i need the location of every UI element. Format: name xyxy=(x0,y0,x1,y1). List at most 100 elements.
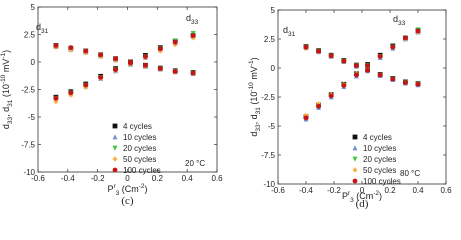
point xyxy=(113,67,118,73)
y-axis-label: d33, d31 (10-10 mV-1) xyxy=(248,57,262,136)
panel: -0.6 -0.4 -0.2 0 0.2 0.4 0.6 5 2.5 0 -2.5 -5 -7.5 -10… xyxy=(0,3,223,207)
legend-label: 50 cycles xyxy=(123,155,156,164)
point xyxy=(390,44,396,50)
y-tick-label: -10 xyxy=(23,168,35,177)
point xyxy=(98,52,104,58)
x-tick-label: -0.4 xyxy=(61,174,75,183)
y-axis-label-part: -10 xyxy=(248,82,255,92)
y-tick-label: -7.5 xyxy=(261,151,275,160)
x-tick-label: 0.4 xyxy=(412,186,424,195)
point xyxy=(98,75,104,80)
point xyxy=(172,39,178,45)
x-tick-label: -0.2 xyxy=(91,174,105,183)
y-axis-label-part: , d xyxy=(249,114,259,124)
y-tick-label: 5 xyxy=(271,6,276,15)
legend-marker xyxy=(112,145,118,151)
y-axis-label-part: mV xyxy=(249,66,259,82)
x-axis-label: Pr3 (Cm-2) xyxy=(107,183,147,197)
point xyxy=(53,43,59,48)
point xyxy=(68,45,74,51)
y-tick-label: 2.5 xyxy=(264,35,276,44)
y-axis-label-part: -1 xyxy=(0,53,7,59)
point xyxy=(157,46,163,52)
x-axis-label-part: 3 xyxy=(350,197,354,204)
x-axis-label-part: ) xyxy=(145,184,148,194)
point xyxy=(415,28,421,34)
legend-label: 20 cycles xyxy=(123,144,156,153)
y-axis-label-part: ) xyxy=(249,57,259,60)
x-axis-label-part: ) xyxy=(379,191,382,201)
annotation-part: 33 xyxy=(398,20,406,27)
x-axis-label-part: (Cm xyxy=(119,184,139,194)
x-axis-label: Pr3 (Cm-2) xyxy=(342,190,382,204)
point xyxy=(328,93,334,99)
x-tick-label: 0 xyxy=(360,186,365,195)
legend-marker xyxy=(352,134,358,140)
point xyxy=(316,48,321,54)
y-axis-label-part: 33 xyxy=(255,124,262,132)
y-tick-label: -7.5 xyxy=(21,141,35,150)
caption: (d) xyxy=(356,198,369,210)
legend-label: 10 cycles xyxy=(123,133,156,142)
x-tick-label: 0 xyxy=(125,174,130,183)
x-tick-label: 0.4 xyxy=(182,174,194,183)
x-tick-label: -0.2 xyxy=(327,186,341,195)
plot-frame xyxy=(277,9,447,185)
point xyxy=(53,95,59,101)
annotation-part: 31 xyxy=(288,31,296,38)
temperature: 80 °C xyxy=(400,169,420,178)
legend-marker xyxy=(112,167,118,173)
x-axis-label-part: P xyxy=(107,184,113,194)
point xyxy=(403,35,408,41)
point xyxy=(415,81,421,87)
x-axis-label-part: r xyxy=(113,183,116,190)
point xyxy=(68,90,74,96)
panel: -0.6 -0.4 -0.2 0 0.2 0.4 0.6 5 2.5 0 -2.5 -5 -7.5 -10… xyxy=(248,6,452,210)
y-tick-label: 0 xyxy=(271,64,276,73)
point xyxy=(303,44,309,50)
annotation: d31 xyxy=(283,25,296,38)
x-axis-label-part: r xyxy=(348,190,351,197)
point xyxy=(143,62,148,68)
figure: -0.6 -0.4 -0.2 0 0.2 0.4 0.652.50-2.5-5-7.5-10… xyxy=(0,3,452,210)
x-axis-label-part: (Cm xyxy=(354,191,374,201)
legend-label: 100 cycles xyxy=(363,177,401,186)
point xyxy=(354,63,359,69)
point xyxy=(365,67,370,73)
y-tick-label: -2.5 xyxy=(261,93,275,102)
point xyxy=(83,82,89,88)
y-axis-label-part: (10 xyxy=(249,92,259,108)
x-tick-label: 0.2 xyxy=(384,186,396,195)
x-axis-label-part: -2 xyxy=(373,190,379,197)
x-axis-label-part: -2 xyxy=(139,183,145,190)
y-axis-label-part: d xyxy=(1,124,11,129)
y-tick-label: 5 xyxy=(31,3,36,12)
point xyxy=(403,80,408,85)
y-axis-label-part: , d xyxy=(1,107,11,117)
point xyxy=(390,76,396,82)
point xyxy=(341,83,347,88)
point xyxy=(172,68,178,74)
x-tick-label: 0.6 xyxy=(440,186,452,195)
y-axis-label-part: ) xyxy=(1,50,11,53)
legend-marker xyxy=(112,156,118,162)
legend-label: 50 cycles xyxy=(363,166,396,175)
legend-label: 4 cycles xyxy=(363,133,392,142)
legend-marker xyxy=(352,167,358,173)
y-axis-label-part: 31 xyxy=(7,99,14,107)
point xyxy=(377,54,383,59)
legend-label: 4 cycles xyxy=(123,122,152,131)
x-axis-label-part: P xyxy=(342,191,348,201)
y-tick-label: -2.5 xyxy=(21,86,35,95)
point xyxy=(303,115,309,121)
y-axis-label-part: 31 xyxy=(255,107,262,115)
y-tick-label: -10 xyxy=(263,180,275,189)
annotation-part: d xyxy=(36,22,41,32)
caption: (c) xyxy=(121,195,134,207)
legend-marker xyxy=(112,134,118,140)
point xyxy=(316,103,321,109)
y-axis-label-part: -10 xyxy=(0,74,7,84)
legend-label: 20 cycles xyxy=(363,155,396,164)
annotation-part: 33 xyxy=(191,19,199,26)
x-tick-label: -0.6 xyxy=(31,174,45,183)
